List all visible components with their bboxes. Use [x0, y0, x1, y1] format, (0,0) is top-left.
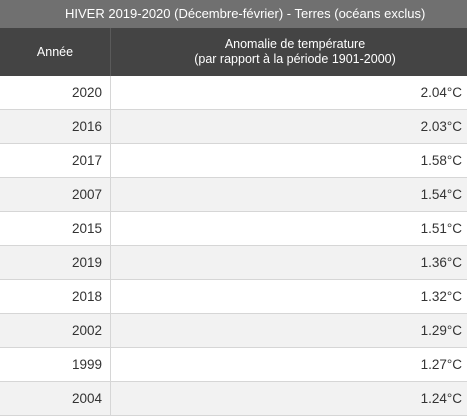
table-row: 2004 1.24°C [0, 382, 467, 416]
table-body: 2020 2.04°C 2016 2.03°C 2017 1.58°C 2007… [0, 76, 467, 416]
anomaly-cell: 1.58°C [420, 153, 462, 168]
table-row: 2002 1.29°C [0, 314, 467, 348]
anomaly-cell: 2.03°C [420, 119, 462, 134]
year-cell: 2016 [0, 110, 111, 143]
anomaly-cell: 2.04°C [420, 85, 462, 100]
anomaly-cell: 1.32°C [420, 289, 462, 304]
table-row: 2016 2.03°C [0, 110, 467, 144]
year-cell: 2017 [0, 144, 111, 177]
table-caption: HIVER 2019-2020 (Décembre-février) - Ter… [0, 0, 467, 28]
year-cell: 2020 [0, 76, 111, 109]
year-cell: 2004 [0, 382, 111, 415]
anomaly-cell: 1.27°C [420, 357, 462, 372]
table-header: Année Anomalie de température (par rappo… [0, 28, 467, 76]
header-anomaly-subtitle: (par rapport à la période 1901-2000) [194, 52, 396, 66]
anomaly-cell: 1.51°C [420, 221, 462, 236]
year-cell: 2018 [0, 280, 111, 313]
anomaly-cell: 1.54°C [420, 187, 462, 202]
header-anomaly: Anomalie de température (par rapport à l… [111, 28, 467, 76]
year-cell: 2002 [0, 314, 111, 347]
table-row: 2007 1.54°C [0, 178, 467, 212]
table-row: 1999 1.27°C [0, 348, 467, 382]
year-cell: 2007 [0, 178, 111, 211]
header-year: Année [0, 28, 111, 76]
header-anomaly-title: Anomalie de température [224, 37, 366, 51]
year-cell: 2019 [0, 246, 111, 279]
anomaly-cell: 1.29°C [420, 323, 462, 338]
year-cell: 1999 [0, 348, 111, 381]
anomaly-cell: 1.24°C [420, 391, 462, 406]
table-row: 2017 1.58°C [0, 144, 467, 178]
table-row: 2018 1.32°C [0, 280, 467, 314]
table-row: 2015 1.51°C [0, 212, 467, 246]
table-row: 2020 2.04°C [0, 76, 467, 110]
anomaly-cell: 1.36°C [420, 255, 462, 270]
year-cell: 2015 [0, 212, 111, 245]
table-row: 2019 1.36°C [0, 246, 467, 280]
